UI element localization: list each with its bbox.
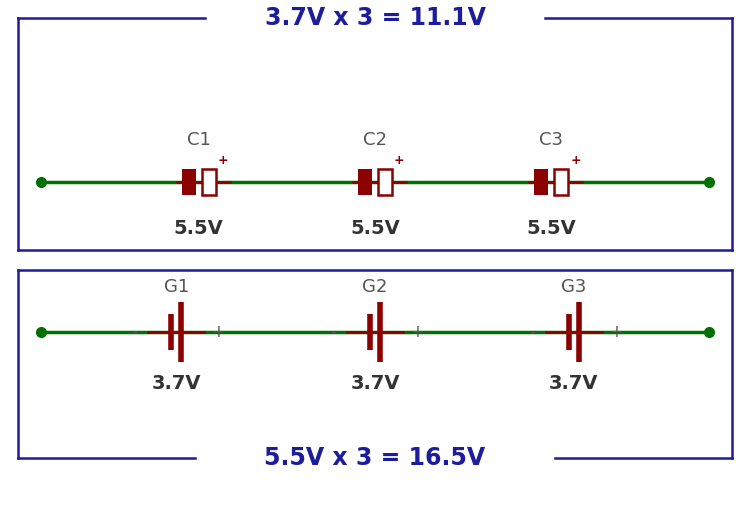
Bar [202,170,216,195]
Text: 3.7V x 3 = 11.1V: 3.7V x 3 = 11.1V [265,6,485,30]
Text: C3: C3 [539,132,563,150]
Text: C2: C2 [363,132,387,150]
Text: C1: C1 [187,132,211,150]
Bar [182,170,196,195]
Bar [534,170,548,195]
Text: -: - [330,322,336,341]
Text: 3.7V: 3.7V [549,374,598,393]
Text: G2: G2 [362,278,388,296]
Text: +: + [609,322,622,341]
Text: -: - [529,322,535,341]
Text: +: + [410,322,424,341]
Text: G3: G3 [561,278,586,296]
Text: +: + [394,155,405,168]
Text: 5.5V x 3 = 16.5V: 5.5V x 3 = 16.5V [265,446,485,470]
Text: -: - [131,322,137,341]
Text: +: + [217,155,228,168]
Text: +: + [211,322,225,341]
Text: +: + [570,155,580,168]
Text: 5.5V: 5.5V [174,219,223,238]
Bar [554,170,568,195]
Text: 3.7V: 3.7V [152,374,201,393]
Bar [358,170,372,195]
Text: 5.5V: 5.5V [350,219,400,238]
Text: 5.5V: 5.5V [526,219,576,238]
Bar [378,170,392,195]
Text: 3.7V: 3.7V [350,374,400,393]
Text: G1: G1 [164,278,189,296]
